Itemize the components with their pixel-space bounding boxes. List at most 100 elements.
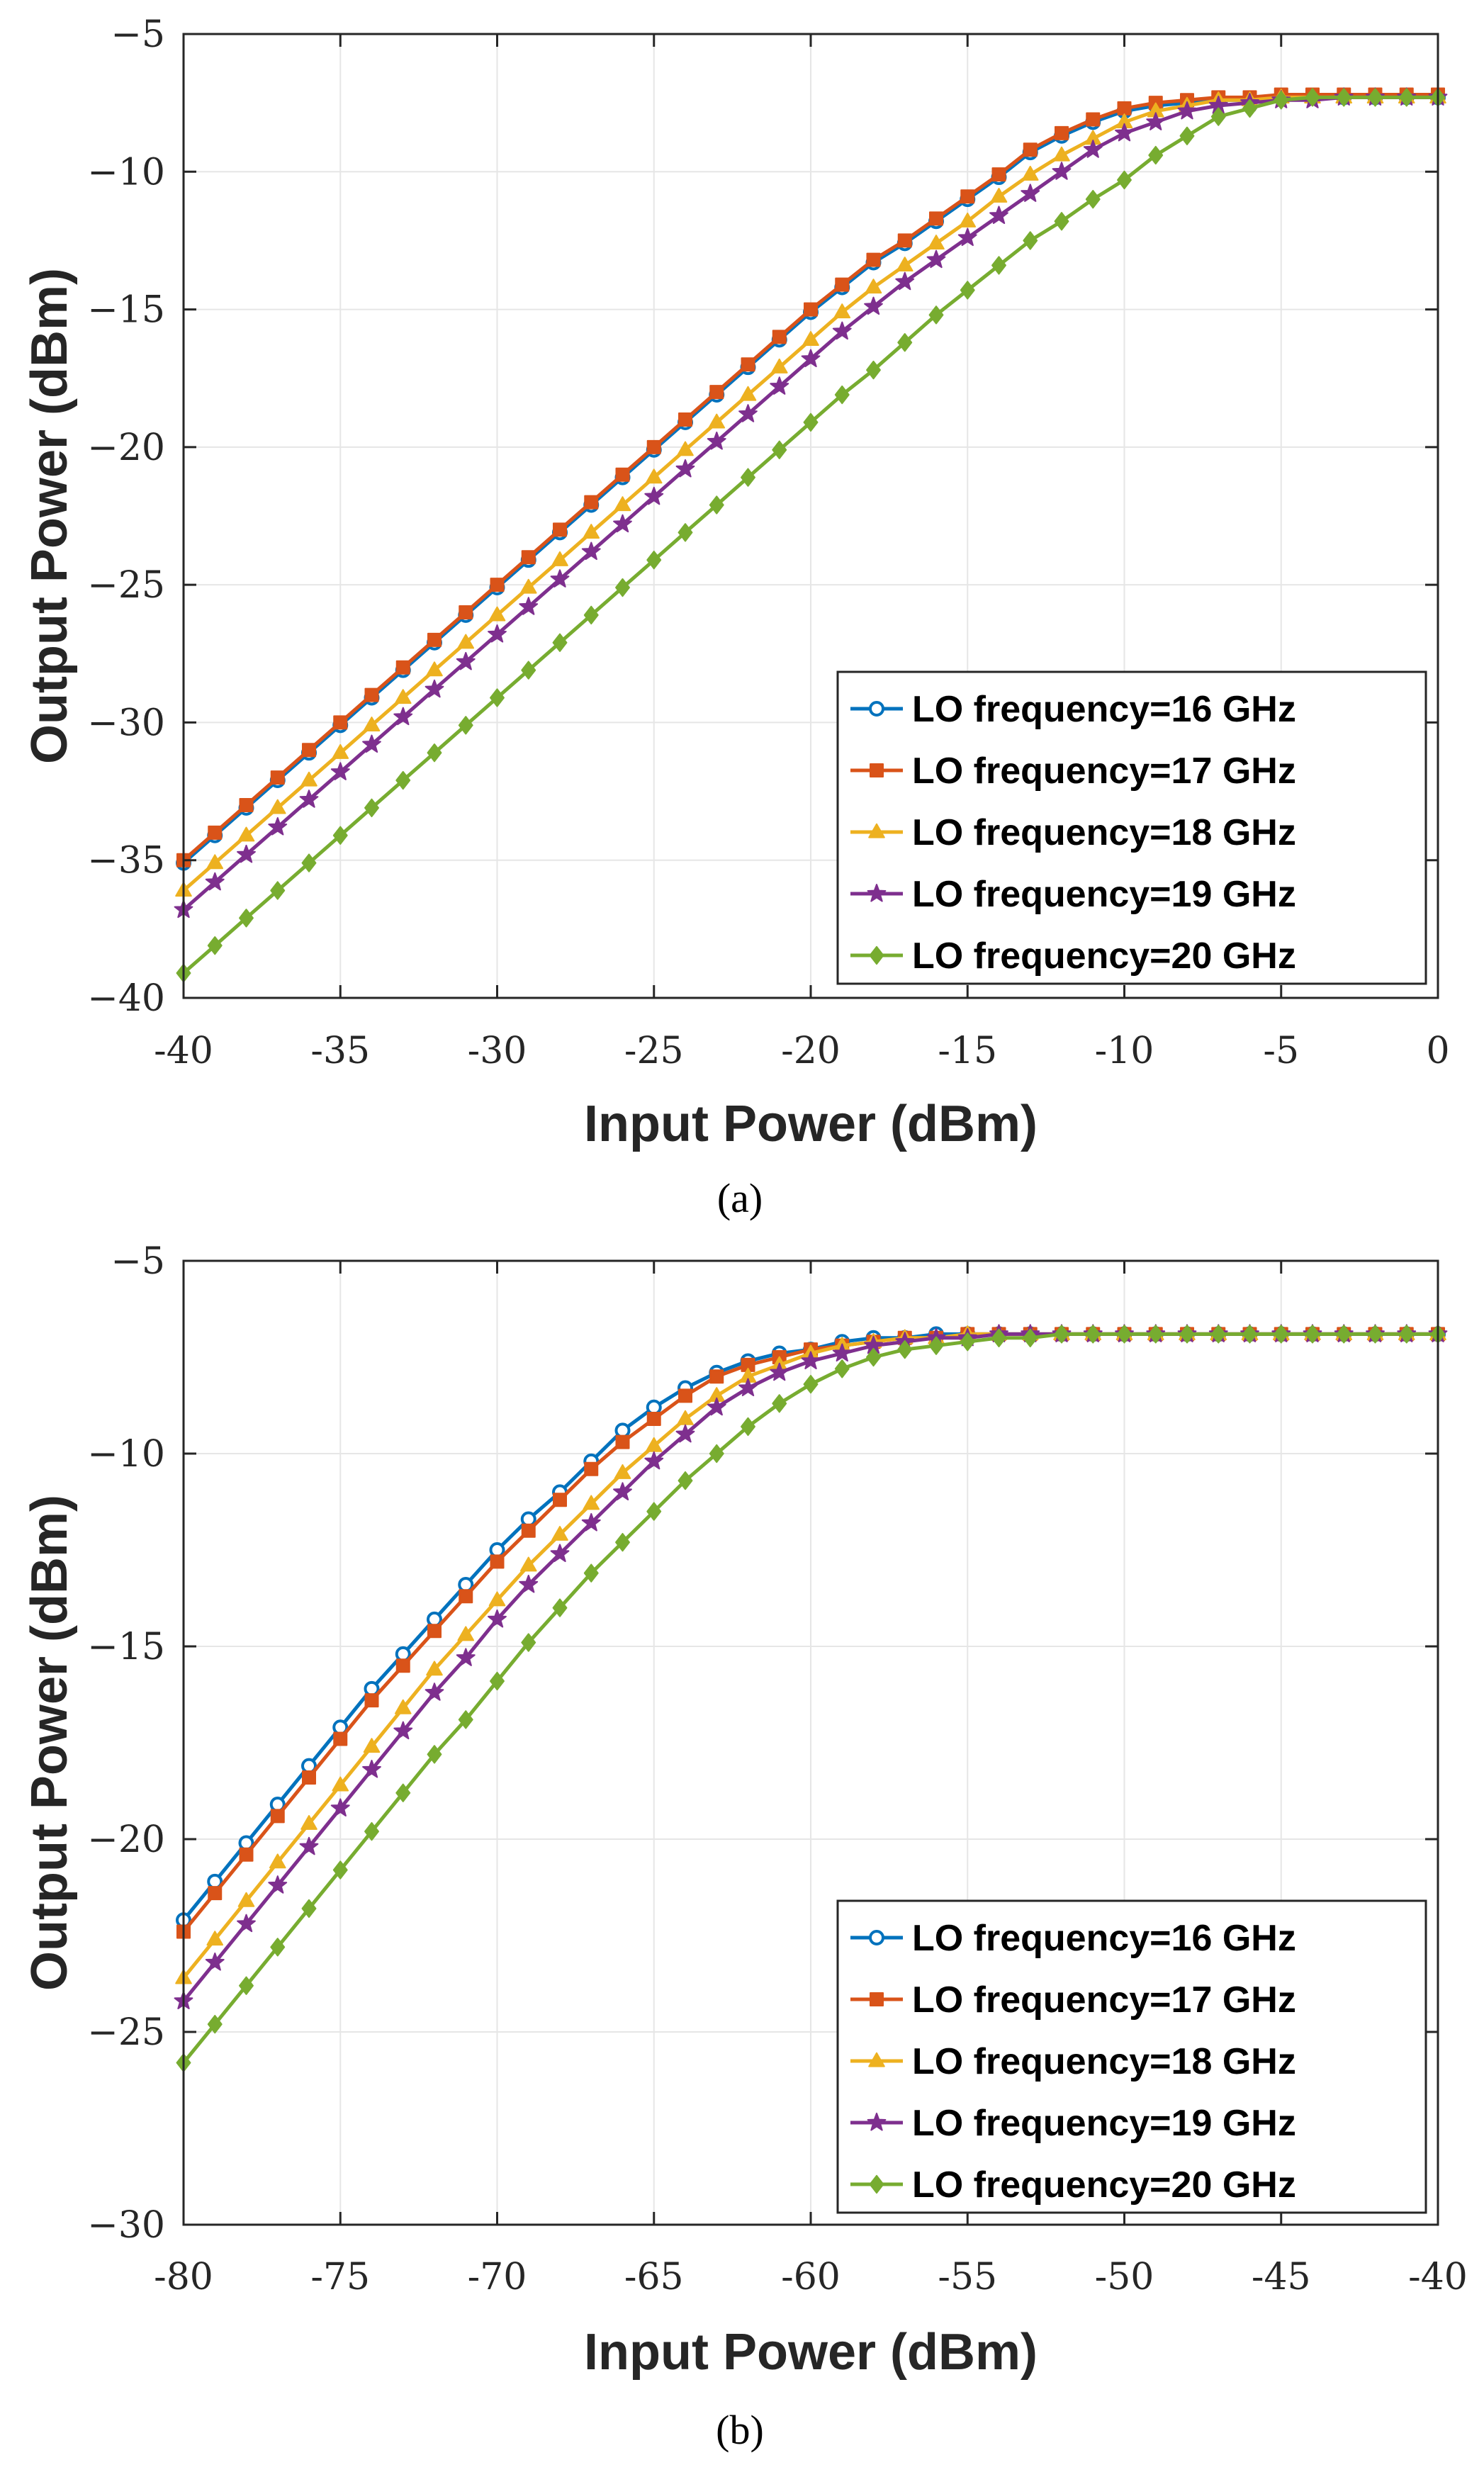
legend-box [836, 1899, 1427, 2214]
data-point [709, 495, 724, 515]
data-point [1023, 231, 1038, 250]
data-point [1274, 91, 1289, 110]
data-point [584, 1461, 599, 1476]
legend-swatch-marker [869, 2174, 884, 2194]
data-point [458, 716, 473, 735]
data-point [1336, 1325, 1351, 1344]
data-point [1083, 140, 1103, 158]
data-point [802, 331, 819, 346]
data-point [1179, 126, 1195, 145]
data-point [237, 826, 255, 842]
data-point [1368, 88, 1383, 107]
data-point [206, 1931, 224, 1946]
legend-label: LO frequency=19 GHz [912, 2103, 1296, 2144]
data-point [739, 386, 757, 401]
legend-swatch-marker [869, 1930, 884, 1945]
data-point [834, 1359, 850, 1378]
y-axis-label: Output Power (dBm) [21, 268, 78, 764]
data-point [1274, 1325, 1289, 1344]
data-point [425, 679, 444, 698]
data-point [583, 1563, 599, 1583]
data-point [613, 514, 632, 533]
data-point [708, 413, 726, 429]
data-point [550, 1544, 570, 1562]
data-point [741, 1357, 755, 1372]
y-axis-label: Output Power (dBm) [21, 1495, 78, 1991]
series-5 [176, 88, 1446, 983]
data-point [364, 687, 379, 702]
data-point [897, 333, 913, 352]
data-point [1305, 88, 1320, 107]
data-point [1053, 146, 1070, 162]
x-tick-label: -55 [938, 2256, 997, 2298]
data-point [1368, 1325, 1383, 1344]
data-point [1242, 99, 1257, 118]
axes: -80 -75 -70 -65 -60 -55 -50 -45 -40 −30 −25 −20 −15 −… [87, 1240, 1468, 2298]
y-tick-label: −25 [87, 564, 165, 607]
data-point [1336, 88, 1351, 107]
data-point [1021, 165, 1039, 181]
data-point [207, 936, 223, 955]
data-point [521, 550, 536, 565]
legend-swatch-marker [870, 1992, 884, 2006]
data-point [645, 468, 663, 484]
data-point [990, 188, 1008, 203]
x-tick-label: -40 [154, 1030, 213, 1072]
y-tick-label: −15 [87, 1626, 165, 1668]
data-point [615, 1434, 630, 1449]
axes: -40 -35 -30 -25 -20 -15 -10 -5 0 −40 −35 −30 −25 −20 −… [87, 13, 1449, 1072]
data-point [427, 632, 442, 647]
data-point [613, 1482, 632, 1500]
data-point [300, 771, 317, 787]
data-point [393, 707, 413, 726]
legend-item: LO frequency=20 GHz [850, 2164, 1296, 2206]
data-point [550, 569, 570, 588]
data-point [926, 249, 946, 269]
data-point [553, 1493, 567, 1507]
y-tick-label: −5 [111, 13, 165, 56]
data-point [678, 412, 692, 427]
data-point [427, 743, 442, 763]
data-point [239, 909, 254, 928]
data-point [709, 1369, 724, 1384]
data-point [801, 1351, 821, 1369]
data-point [707, 1397, 726, 1416]
data-point [270, 1938, 286, 1957]
data-point [458, 1710, 473, 1729]
x-tick-label: -75 [310, 2256, 370, 2298]
x-tick-label: -80 [154, 2256, 213, 2298]
data-point [239, 1976, 254, 1995]
legend-label: LO frequency=16 GHz [912, 1918, 1296, 1959]
legend-label: LO frequency=20 GHz [912, 2164, 1296, 2206]
x-tick-label: -5 [1263, 1030, 1299, 1072]
data-point [832, 321, 852, 340]
data-point [332, 1776, 349, 1792]
data-point [709, 385, 724, 400]
data-point [741, 357, 755, 372]
data-point [1052, 162, 1072, 180]
data-point [457, 1626, 475, 1641]
data-point [521, 1633, 536, 1652]
x-tick-label: -30 [468, 1030, 527, 1072]
data-point [803, 1374, 819, 1394]
data-point [1054, 212, 1069, 231]
legend-swatch-marker [867, 2112, 887, 2131]
data-point [1117, 170, 1132, 190]
data-point [677, 1410, 694, 1425]
x-tick-label: -45 [1252, 2256, 1311, 2298]
legend-swatch-marker [868, 823, 885, 838]
data-point [395, 1783, 411, 1802]
data-point [772, 1394, 787, 1413]
data-point [490, 1554, 505, 1569]
data-point [1117, 1325, 1132, 1344]
data-point [960, 281, 975, 300]
x-tick-label: 0 [1426, 1030, 1449, 1072]
data-point [678, 523, 693, 542]
data-point [519, 1556, 537, 1572]
data-point [268, 817, 288, 836]
data-point [425, 1683, 444, 1701]
data-point [488, 624, 507, 643]
legend-item: LO frequency=17 GHz [850, 751, 1296, 792]
legend-item: LO frequency=20 GHz [850, 936, 1296, 977]
